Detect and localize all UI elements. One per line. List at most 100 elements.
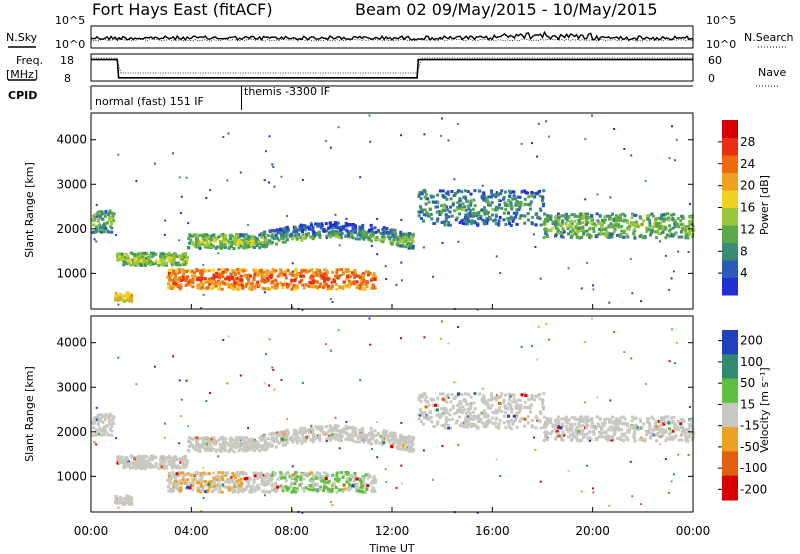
velocity-scatter-point: [215, 440, 219, 443]
velocity-scatter-point: [282, 432, 286, 436]
velocity-scatter-point: [543, 423, 546, 427]
velocity-scatter-point: [145, 455, 149, 459]
power-scatter-point: [266, 276, 269, 280]
power-scatter-point: [380, 240, 384, 244]
power-scatter-point: [366, 281, 370, 285]
velocity-scatter-point: [328, 488, 332, 492]
power-scatter-point: [404, 233, 408, 237]
velocity-scatter-point: [203, 441, 207, 445]
power-scatter-point: [191, 234, 195, 238]
velocity-scatter-point: [107, 416, 111, 420]
power-scatter-point: [491, 193, 495, 197]
power-scatter-point: [258, 272, 262, 276]
velocity-scatter-point: [664, 415, 668, 419]
velocity-scatter-point: [410, 441, 414, 445]
power-scatter-point: [138, 262, 142, 266]
power-scatter-point: [190, 274, 194, 278]
velocity-scatter-point: [285, 436, 288, 439]
power-scatter-point: [518, 216, 522, 220]
velocity-scatter-point: [599, 434, 603, 438]
power-scatter-point: [300, 238, 304, 242]
velocity-scatter-point: [577, 422, 581, 426]
power-scatter-point: [584, 198, 587, 201]
velocity-scatter-point: [285, 441, 289, 445]
power-scatter-point: [259, 235, 263, 239]
velocity-scatter-point: [461, 405, 465, 409]
velocity-scatter-point: [440, 337, 443, 340]
velocity-scatter-point: [280, 476, 284, 480]
power-scatter-point: [266, 234, 270, 237]
power-scatter-point: [189, 234, 193, 238]
power-scatter-point: [687, 224, 691, 228]
power-scatter-point: [423, 208, 427, 212]
power-scatter-point: [585, 229, 589, 233]
velocity-scatter-point: [189, 484, 192, 488]
power-scatter-point: [331, 233, 335, 237]
velocity-scatter-point: [367, 439, 371, 443]
power-scatter-point: [541, 195, 545, 199]
power-scatter-point: [507, 219, 511, 222]
power-scatter-point: [171, 268, 175, 272]
power-scatter-point: [369, 233, 373, 237]
power-scatter-point: [629, 257, 632, 260]
power-scatter-point: [217, 276, 221, 280]
velocity-scatter-point: [554, 424, 558, 428]
power-scatter-point: [347, 233, 351, 237]
power-scatter-point: [611, 212, 614, 216]
velocity-scatter-point: [633, 439, 637, 443]
power-scatter-point: [441, 189, 445, 193]
power-scatter-point: [271, 285, 274, 289]
velocity-scatter-point: [446, 393, 450, 397]
velocity-scatter-point: [235, 480, 239, 484]
power-scatter-point: [256, 280, 260, 284]
velocity-scatter-point: [435, 422, 439, 426]
velocity-scatter-point: [543, 415, 547, 419]
velocity-scatter-point: [625, 422, 629, 426]
power-scatter-point: [426, 212, 430, 215]
velocity-scatter-point: [202, 496, 205, 499]
power-scatter-point: [371, 277, 374, 281]
velocity-scatter-point: [565, 421, 569, 425]
power-scatter-point: [630, 216, 634, 220]
velocity-scatter-point: [496, 396, 500, 400]
power-scatter-point: [269, 272, 273, 276]
power-scatter-point: [458, 212, 461, 216]
velocity-scatter-point: [224, 437, 227, 441]
velocity-scatter-point: [479, 417, 483, 421]
velocity-scatter-point: [499, 475, 502, 477]
power-scatter-point: [577, 236, 581, 240]
power-scatter-point: [656, 217, 660, 220]
power-scatter-point: [617, 223, 621, 227]
velocity-scatter-point: [319, 485, 323, 489]
velocity-scatter-point: [95, 428, 98, 432]
power-colorbar-segment: [722, 120, 738, 138]
velocity-scatter-point: [220, 437, 224, 441]
power-scatter-point: [376, 218, 379, 220]
power-scatter-point: [274, 235, 278, 239]
velocity-scatter-point: [220, 483, 224, 487]
velocity-scatter-point: [349, 486, 353, 490]
power-scatter-point: [185, 176, 188, 179]
power-scatter-point: [662, 219, 666, 223]
velocity-scatter-point: [324, 472, 328, 476]
power-scatter-point: [530, 191, 534, 195]
power-scatter-point: [333, 221, 337, 225]
power-scatter-point: [443, 209, 447, 213]
power-scatter-point: [391, 235, 395, 239]
velocity-scatter-point: [311, 431, 315, 435]
velocity-scatter-point: [530, 394, 534, 398]
velocity-scatter-point: [183, 455, 187, 459]
velocity-scatter-point: [408, 447, 412, 451]
velocity-scatter-point: [165, 457, 168, 461]
velocity-scatter-point: [444, 416, 448, 420]
velocity-scatter-point: [217, 438, 221, 442]
velocity-scatter-point: [538, 397, 542, 401]
power-scatter-point: [275, 284, 279, 288]
power-scatter-point: [289, 282, 293, 286]
velocity-scatter-point: [224, 473, 228, 477]
power-scatter-point: [472, 214, 475, 218]
power-scatter-point: [538, 217, 542, 221]
velocity-scatter-point: [486, 414, 490, 418]
power-scatter-point: [252, 275, 256, 279]
power-scatter-point: [140, 253, 144, 257]
